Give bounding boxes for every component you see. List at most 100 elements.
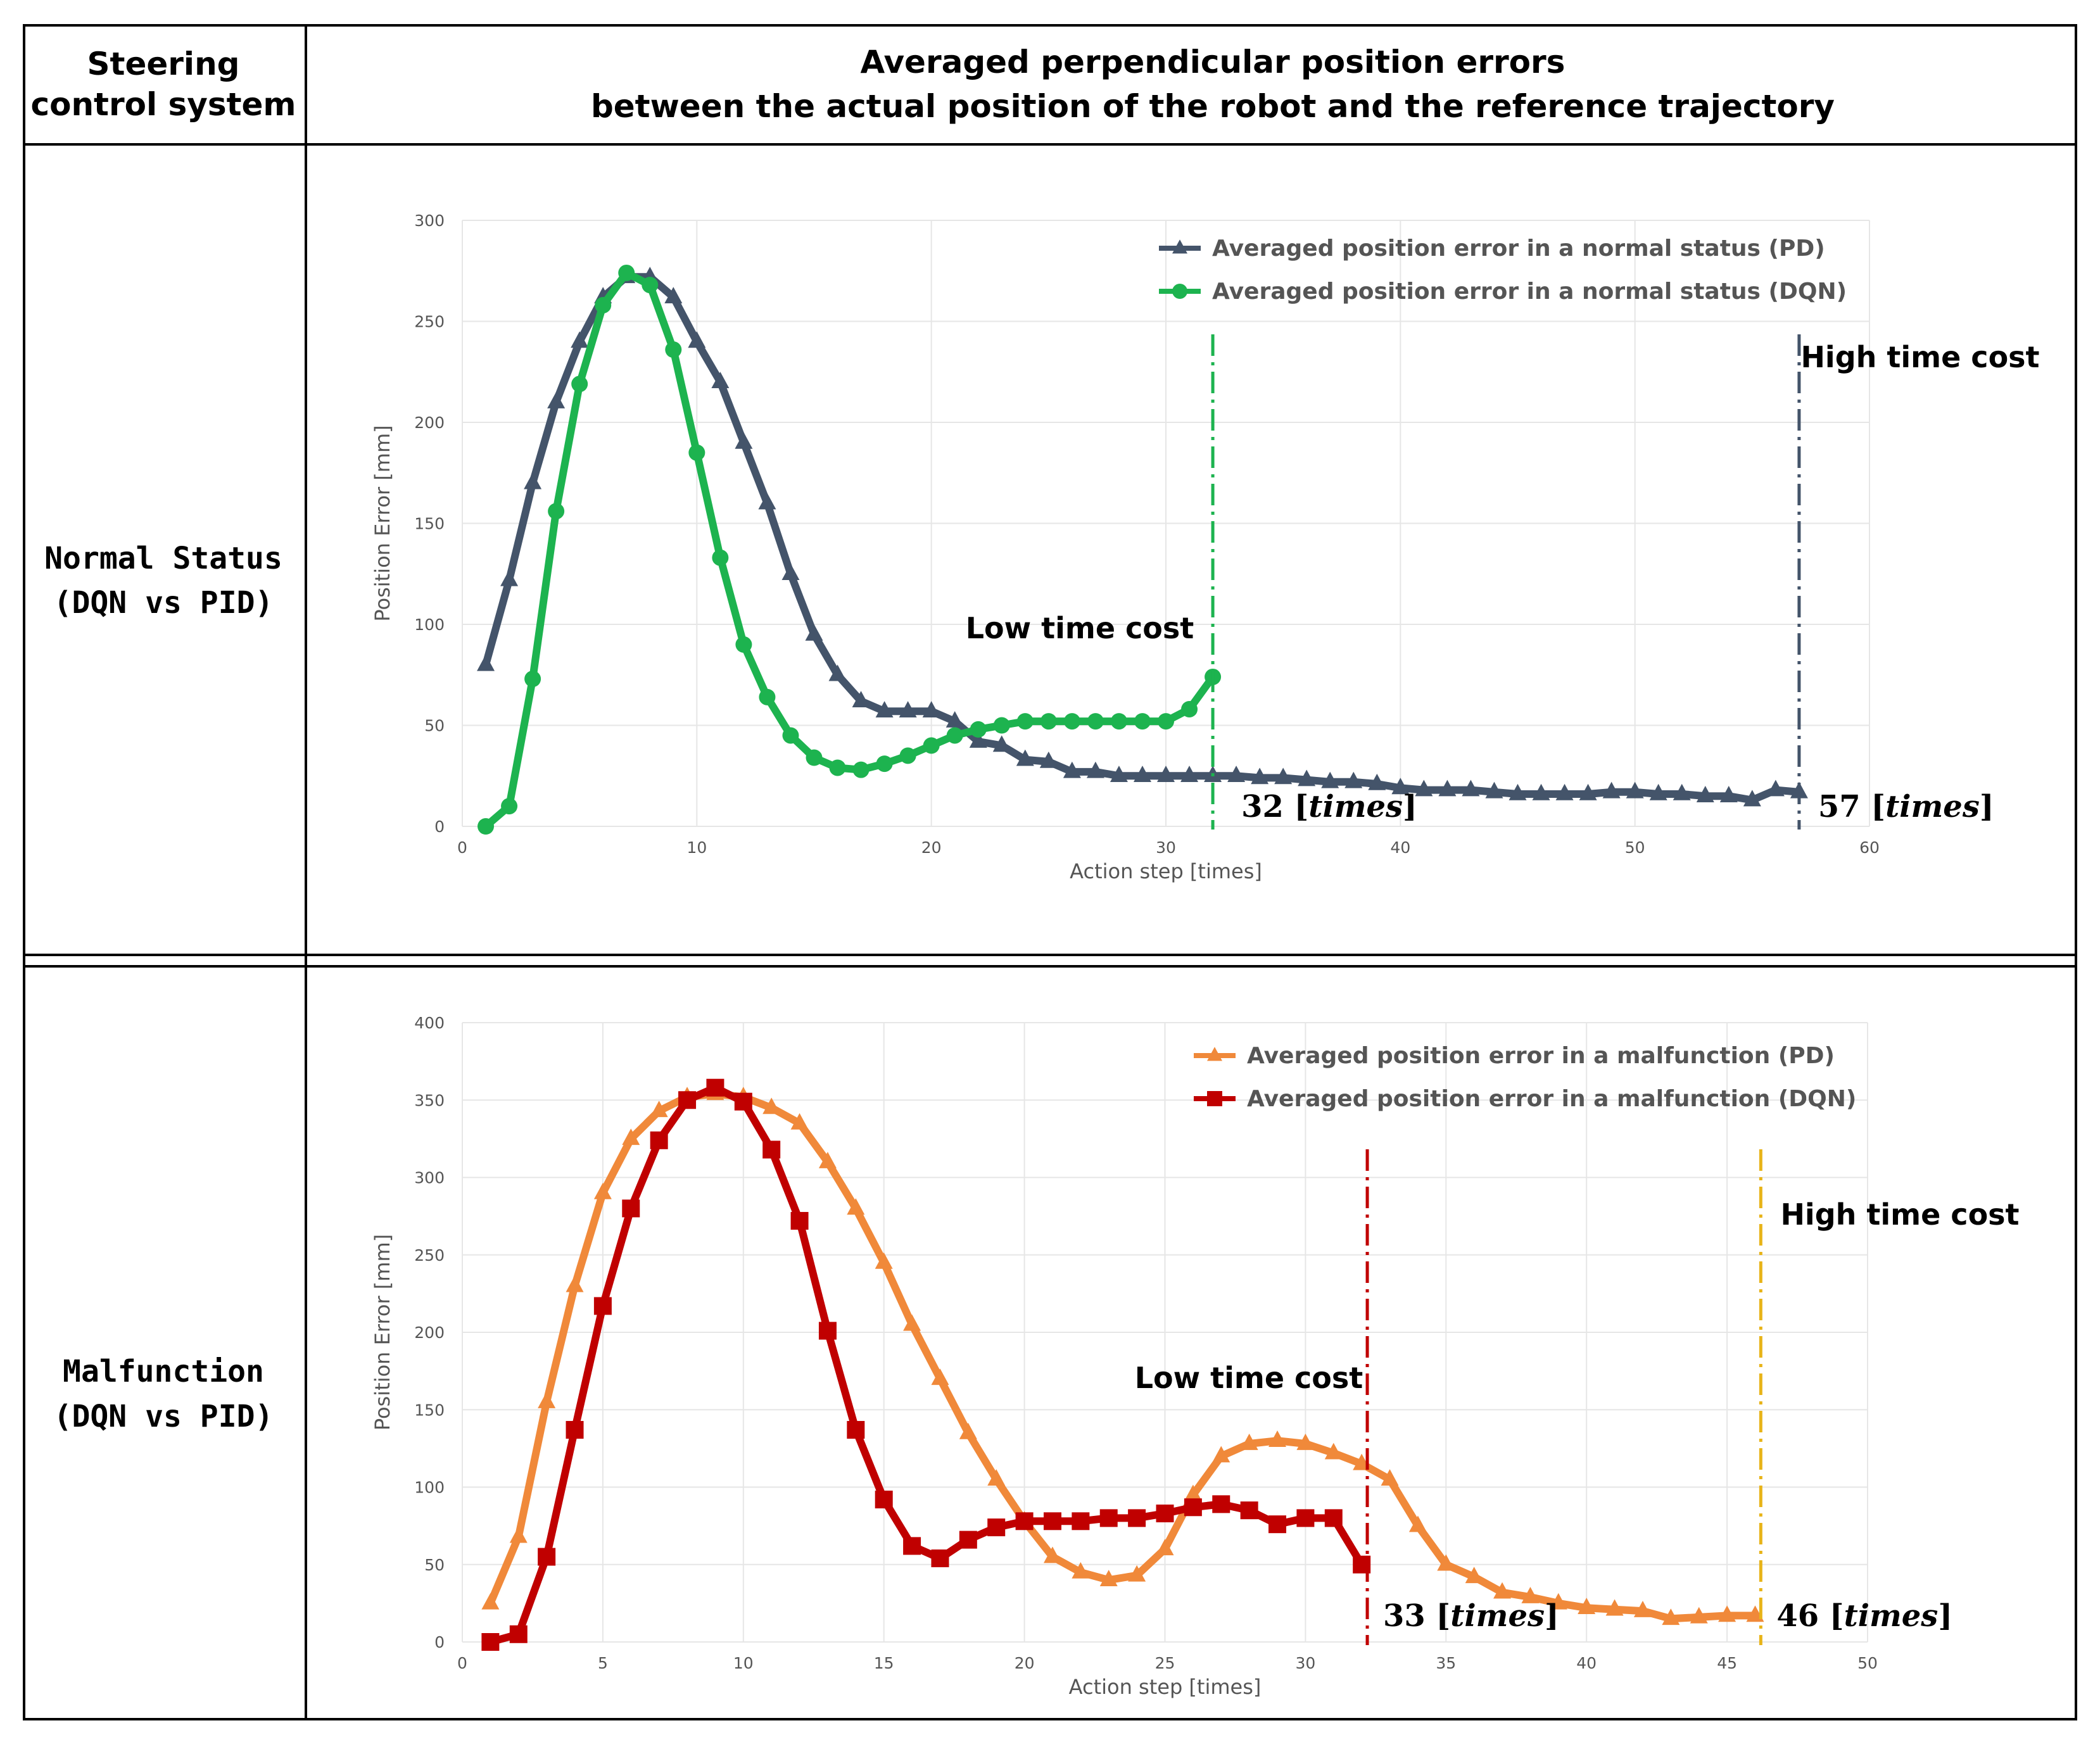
x-axis-label: Action step [times] [1070,859,1262,883]
data-point [828,664,847,681]
data-point [923,737,940,754]
data-point [1344,771,1363,788]
x-tick-label: 5 [598,1654,608,1672]
table-frame [23,24,2077,1720]
data-point [818,1151,837,1168]
data-point [665,341,682,358]
data-point [1408,1515,1427,1532]
data-point [1381,1469,1399,1486]
step-count-number: 32 [ [1241,789,1308,824]
low-time-cost-annotation: Low time cost 32 [times] [966,334,1417,830]
legend-label: Averaged position error in a malfunction… [1247,1086,1856,1112]
step-count-bracket: ] [1980,789,1994,824]
x-tick-label: 60 [1859,838,1880,857]
y-tick-label: 50 [424,717,445,735]
legend-entry: Averaged position error in a malfunction… [1194,1043,1835,1069]
data-point [595,296,612,313]
x-tick-label: 0 [457,838,467,857]
data-point [1212,1495,1230,1513]
data-point [735,432,753,449]
x-tick-label: 40 [1390,838,1410,857]
data-point [1156,1539,1174,1556]
y-tick-label: 100 [414,1479,445,1497]
data-point [1128,1509,1146,1527]
data-point [829,759,846,776]
data-point [970,721,987,738]
data-point [852,691,870,708]
data-point [593,1297,612,1315]
y-tick-label: 0 [434,817,445,836]
step-count-number: 57 [ [1818,789,1885,824]
data-point [992,735,1011,752]
y-axis-label: Position Error [mm] [370,425,395,621]
x-tick-label: 15 [874,1654,894,1672]
data-point [1134,713,1151,730]
legend-entry: Averaged position error in a normal stat… [1159,279,1847,305]
data-point [678,1091,697,1109]
x-tick-label: 50 [1857,1654,1878,1672]
header-right-line1: Averaged perpendicular position errors [861,44,1566,80]
data-point [481,1593,500,1610]
data-point [1555,783,1574,800]
row-label-malfunction-line2: (DQN vs PID) [54,1399,274,1434]
step-count-bracket: ] [1938,1598,1952,1634]
data-point [547,392,566,408]
data-point [1240,1501,1258,1520]
data-point [1133,766,1151,783]
series-line [482,268,1217,830]
data-point [847,1421,865,1439]
data-point [524,472,542,489]
data-point [1110,766,1128,783]
data-point [622,1199,640,1218]
step-count-bracket: ] [1545,1598,1559,1634]
data-point [501,798,518,815]
data-point [509,1526,528,1543]
step-count-bracket: ] [1403,789,1417,824]
data-point [1296,1433,1315,1450]
series-dqn [478,264,1222,835]
data-point [1718,1605,1736,1622]
data-point [1578,1598,1596,1615]
low-time-cost-annotation: Low time cost 33 [times] [1135,1149,1559,1645]
y-tick-label: 100 [414,615,445,634]
x-tick-label: 10 [686,838,707,857]
data-point [1274,767,1293,785]
data-point [946,711,964,728]
data-point [734,1092,752,1111]
row-label-normal-line1: Normal Status [44,541,282,576]
annotation-label: High time cost [1780,1197,2019,1232]
data-point [1128,1565,1146,1582]
data-point [876,755,893,773]
data-point [969,731,987,748]
data-point [1184,1498,1202,1517]
legend-swatch-marker [1207,1047,1222,1061]
data-point [1268,1515,1287,1534]
x-tick-label: 0 [457,1654,467,1672]
data-point [1673,783,1691,800]
data-point [1099,1570,1118,1586]
annotation-label: Low time cost [966,611,1194,645]
data-point [1099,1509,1118,1527]
chart-malfunction: 0 50 100 150 200 250 300 350 400 0 5 10 15 20 25 30 35 40… [370,1014,2020,1699]
data-point [1063,713,1080,730]
data-point [875,1252,893,1269]
data-point [1415,779,1433,797]
row-label-malfunction-line1: Malfunction [63,1354,264,1389]
data-point [566,1421,584,1439]
data-point [706,1078,724,1097]
data-point [875,701,894,717]
data-point [664,287,683,304]
data-point [1240,1433,1258,1450]
data-point [1493,1582,1512,1599]
data-point [899,747,916,764]
data-point [1251,767,1269,785]
step-count-unit: times [1885,789,1980,824]
data-point [1180,766,1199,783]
y-tick-label: 300 [414,1169,445,1187]
x-tick-label: 30 [1156,838,1176,857]
data-point [538,1391,556,1408]
data-point [1649,783,1667,800]
data-point [712,549,729,566]
high-time-cost-annotation: High time cost 46 [times] [1759,1149,2020,1645]
header-left-line2: control system [30,86,296,123]
